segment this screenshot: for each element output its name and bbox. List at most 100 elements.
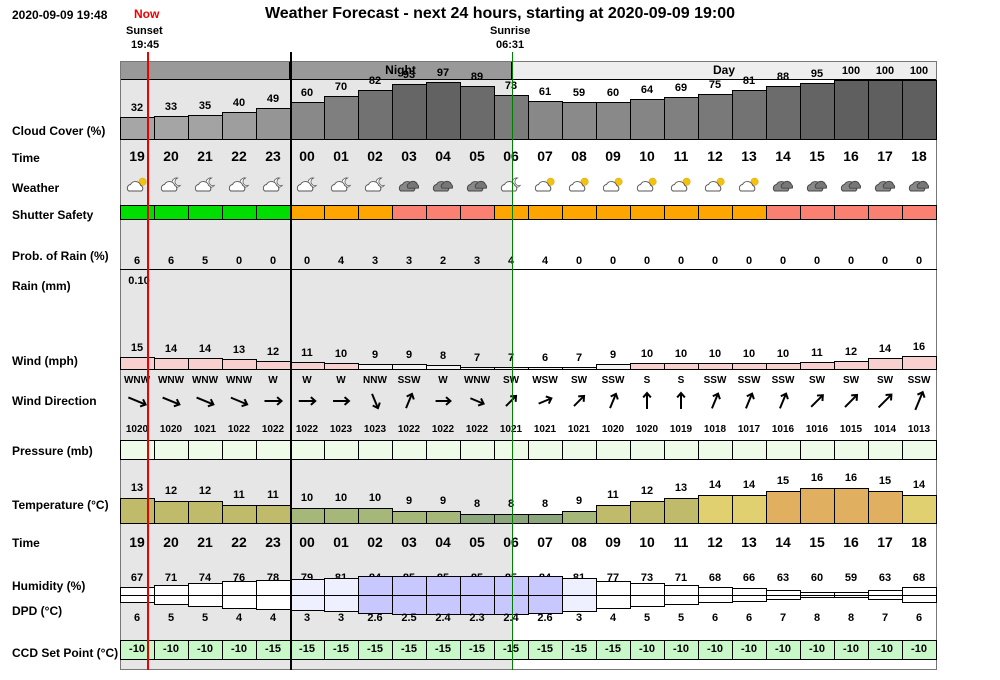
- time-cell: 12: [707, 148, 723, 164]
- rain-prob-value: 0: [847, 255, 855, 267]
- temperature-bar: [562, 511, 597, 524]
- rain-prob-value: 3: [473, 255, 481, 267]
- humidity-value: 71: [674, 572, 688, 584]
- wind-value: 7: [575, 351, 583, 364]
- pressure-value: 1022: [261, 424, 285, 435]
- dpd-value: 2.6: [367, 612, 383, 624]
- temperature-bar: [392, 511, 427, 524]
- dpd-value: 6: [745, 612, 753, 624]
- partly-cloudy-day-icon: [534, 177, 555, 192]
- cloud-cover-bar: [528, 101, 563, 140]
- rain-prob-value: 0: [643, 255, 651, 267]
- dpd-value: 4: [269, 612, 277, 624]
- wind-direction-value: W: [438, 375, 448, 386]
- wind-direction-value: SSW: [737, 375, 761, 386]
- pressure-value: 1016: [771, 424, 795, 435]
- cloudy-icon: [908, 180, 930, 192]
- temperature-bar: [732, 494, 767, 524]
- cloud-cover-value: 64: [640, 84, 654, 97]
- cloud-cover-value: 49: [266, 92, 280, 105]
- temperature-bar: [766, 491, 801, 524]
- wind-arrow: [371, 393, 381, 410]
- time-cell-2: 04: [435, 534, 451, 550]
- wind-arrow: [505, 394, 518, 407]
- cloud-cover-bar: [664, 96, 699, 140]
- pressure-value: 1023: [329, 424, 353, 435]
- time-cell-2: 01: [333, 534, 349, 550]
- ccd-value: -10: [639, 643, 655, 655]
- wind-arrow: [230, 396, 249, 408]
- cloud-cover-value: 75: [708, 78, 722, 91]
- wind-direction-value: WSW: [532, 375, 558, 386]
- temperature-value: 8: [507, 498, 515, 511]
- humidity-midline: [120, 595, 937, 596]
- partly-cloudy-night-icon: [500, 177, 522, 192]
- ccd-value: -10: [163, 643, 179, 655]
- rain-prob-value: 0: [235, 255, 243, 267]
- temperature-bar: [664, 497, 699, 524]
- cloud-cover-bar: [324, 96, 359, 140]
- temperature-bar: [256, 504, 291, 524]
- time-cell: 01: [333, 148, 349, 164]
- temperature-value: 13: [130, 481, 144, 494]
- shutter-safety-cell: [902, 205, 937, 220]
- temperature-value: 16: [810, 472, 824, 484]
- shutter-safety-cell: [596, 205, 631, 220]
- pressure-cell: [120, 440, 155, 460]
- humidity-bar: [528, 576, 563, 614]
- pressure-cell: [460, 440, 495, 460]
- rain-prob-value: 0: [779, 255, 787, 267]
- time-cell-2: 14: [775, 534, 791, 550]
- temperature-bar: [834, 488, 869, 524]
- time-cell-2: 22: [231, 534, 247, 550]
- wind-bar: [902, 355, 937, 370]
- shutter-safety-cell: [868, 205, 903, 220]
- time-cell-2: 05: [469, 534, 485, 550]
- wind-arrow: [435, 396, 452, 406]
- pressure-cell: [426, 440, 461, 460]
- shutter-safety-cell: [698, 205, 733, 220]
- pressure-value: 1019: [669, 424, 693, 435]
- temperature-value: 12: [198, 485, 212, 498]
- time-cell-2: 13: [741, 534, 757, 550]
- humidity-bar: [562, 578, 597, 612]
- temperature-bar: [222, 504, 257, 524]
- time-cell: 06: [503, 148, 519, 164]
- temperature-value: 8: [541, 498, 549, 511]
- wind-direction-value: SW: [502, 375, 520, 386]
- shutter-safety-cell: [562, 205, 597, 220]
- shutter-safety-cell: [256, 205, 291, 220]
- temperature-bar: [460, 514, 495, 524]
- time-cell: 00: [299, 148, 315, 164]
- dpd-value: 5: [677, 612, 685, 624]
- rain-prob-value: 0: [711, 255, 719, 267]
- partly-cloudy-night-icon: [194, 177, 216, 192]
- ccd-value: -15: [299, 643, 315, 655]
- wind-arrow: [333, 396, 351, 406]
- pressure-value: 1022: [465, 424, 489, 435]
- timestamp: 2020-09-09 19:48: [12, 8, 108, 22]
- wind-value: 8: [439, 350, 447, 363]
- cloud-cover-label: Cloud Cover (%): [12, 124, 106, 138]
- wind-arrow: [914, 390, 926, 411]
- sunset-time: 19:45: [131, 39, 160, 51]
- rain-prob-value: 6: [133, 255, 141, 267]
- ccd-value: -15: [367, 643, 383, 655]
- sunrise-line: [512, 52, 513, 670]
- wind-arrow: [676, 391, 686, 409]
- dpd-value: 3: [575, 612, 583, 624]
- temperature-value: 16: [844, 472, 858, 484]
- wind-direction-value: SSW: [397, 375, 421, 386]
- wind-arrow: [538, 395, 553, 405]
- rain-prob-value: 6: [167, 255, 175, 267]
- wind-value: 10: [640, 348, 654, 360]
- temperature-value: 14: [708, 478, 722, 491]
- wind-value: 9: [371, 349, 379, 362]
- pressure-cell: [732, 440, 767, 460]
- wind-value: 6: [541, 352, 549, 364]
- shutter-safety-cell: [222, 205, 257, 220]
- time-cell-2: 10: [639, 534, 655, 550]
- cloud-cover-value: 60: [300, 86, 314, 99]
- time-cell-2: 08: [571, 534, 587, 550]
- dpd-value: 5: [167, 612, 175, 624]
